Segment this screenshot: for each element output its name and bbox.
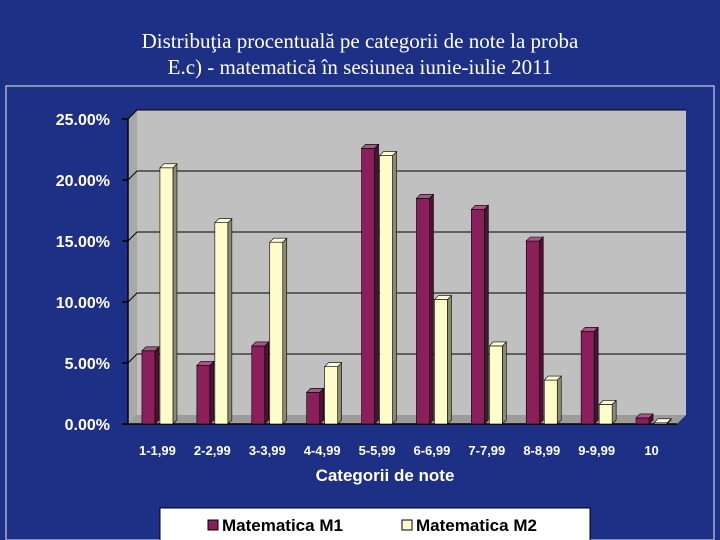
bar-m1 xyxy=(196,360,215,425)
x-axis-categories: 1-1,99 2-2,99 3-3,99 4-4,99 5-5,99 6-6,99 7-7,… xyxy=(139,443,659,458)
bar-m1 xyxy=(415,193,435,425)
bar-m2 xyxy=(488,341,508,425)
bar-m2 xyxy=(598,399,617,425)
x-category-label: 1-1,99 xyxy=(139,443,176,458)
legend-swatch xyxy=(207,519,219,531)
bar-m2 xyxy=(378,150,398,425)
legend-box xyxy=(159,507,591,540)
bar-m1 xyxy=(141,346,160,425)
bar-m1 xyxy=(305,387,325,425)
side-wall xyxy=(128,110,137,424)
bar-m1 xyxy=(580,326,599,425)
x-category-label: 7-7,99 xyxy=(468,443,505,458)
legend-swatch xyxy=(401,519,413,531)
title-line-1: Distribuţia procentuală pe categorii de … xyxy=(141,29,579,53)
x-category-label: 4-4,99 xyxy=(304,443,341,458)
gridline xyxy=(127,170,686,181)
bar-m2 xyxy=(543,375,562,425)
bars xyxy=(141,143,672,425)
title-line-2: E.c) - matematică în sesiunea iunie-iuli… xyxy=(167,55,553,79)
y-tick-label: 10.00% xyxy=(56,295,110,312)
y-tick-label: 5.00% xyxy=(65,356,110,373)
x-category-label: 8-8,99 xyxy=(523,443,560,458)
bar-m2 xyxy=(269,237,288,425)
y-tick-label: 0.00% xyxy=(65,417,110,434)
bar-m2 xyxy=(323,361,343,425)
bar-m2 xyxy=(653,418,672,425)
x-category-label: 9-9,99 xyxy=(578,443,615,458)
y-tick-label: 25.00% xyxy=(56,112,110,129)
bar-m2 xyxy=(214,217,233,425)
legend-label: Matematica M2 xyxy=(416,516,537,535)
x-axis-title: Categorii de note xyxy=(316,466,455,485)
legend-label: Matematica M1 xyxy=(222,516,343,535)
bar-m1 xyxy=(635,413,654,425)
slide-title: Distribuţia procentuală pe categorii de … xyxy=(0,28,720,80)
bar-m1 xyxy=(251,341,270,425)
x-category-label: 3-3,99 xyxy=(249,443,286,458)
gridline xyxy=(127,109,686,120)
bar-m1 xyxy=(470,204,490,425)
x-category-label: 2-2,99 xyxy=(194,443,231,458)
x-category-label: 10 xyxy=(644,443,658,458)
gridline xyxy=(127,292,686,303)
gridline xyxy=(127,231,686,242)
bar-m1 xyxy=(360,143,380,425)
bar-m1 xyxy=(525,236,544,425)
x-category-label: 5-5,99 xyxy=(359,443,396,458)
bar-m2 xyxy=(159,163,178,425)
bar-m2 xyxy=(433,294,453,425)
x-category-label: 6-6,99 xyxy=(414,443,451,458)
y-tick-label: 15.00% xyxy=(56,234,110,251)
legend: Matematica M1 Matematica M2 xyxy=(159,507,591,540)
y-tick-label: 20.00% xyxy=(56,173,110,190)
